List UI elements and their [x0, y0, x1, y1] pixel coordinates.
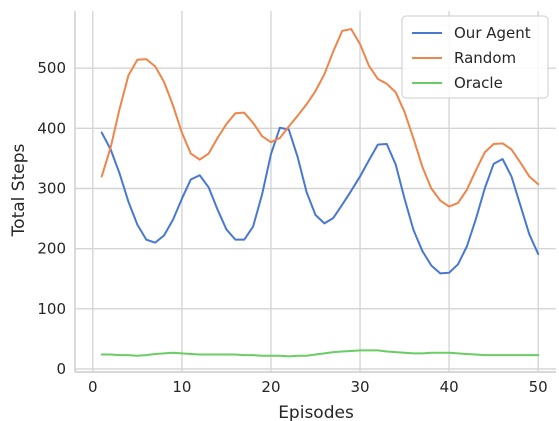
x-tick-label: 40 — [440, 378, 459, 396]
axes-frame — [74, 11, 556, 373]
y-tick-label: 200 — [37, 240, 66, 258]
x-tick-label: 50 — [529, 378, 548, 396]
y-axis-label: Total Steps — [9, 144, 29, 238]
legend-box — [401, 15, 549, 99]
y-tick-label: 500 — [37, 59, 66, 77]
legend-label-oracle: Oracle — [454, 74, 503, 92]
x-tick-label: 20 — [261, 378, 280, 396]
y-tick-label: 300 — [37, 179, 66, 197]
series-line-random — [100, 28, 540, 208]
legend-label-our-agent: Our Agent — [454, 24, 531, 42]
y-tick-label: 400 — [37, 119, 66, 137]
y-tick-label: 0 — [56, 360, 66, 378]
x-tick-label: 0 — [88, 378, 98, 396]
series-lines — [100, 28, 540, 358]
x-tick-label: 30 — [350, 378, 369, 396]
x-axis-label: Episodes — [278, 403, 354, 421]
y-tick-label: 100 — [37, 300, 66, 318]
series-line-our-agent — [100, 126, 540, 275]
legend-label-random: Random — [454, 49, 516, 67]
legend: Our Agent Random Oracle — [401, 15, 549, 99]
x-tick-label: 10 — [172, 378, 191, 396]
series-line-oracle — [100, 349, 540, 358]
